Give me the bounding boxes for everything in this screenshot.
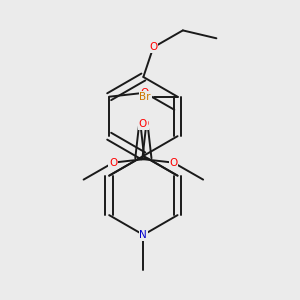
- Text: Br: Br: [140, 92, 151, 102]
- Text: O: O: [169, 158, 178, 168]
- Text: N: N: [140, 230, 147, 240]
- Text: O: O: [139, 119, 147, 129]
- Text: O: O: [109, 158, 117, 168]
- Text: O: O: [149, 42, 158, 52]
- Text: O: O: [141, 88, 149, 98]
- Text: O: O: [140, 119, 148, 129]
